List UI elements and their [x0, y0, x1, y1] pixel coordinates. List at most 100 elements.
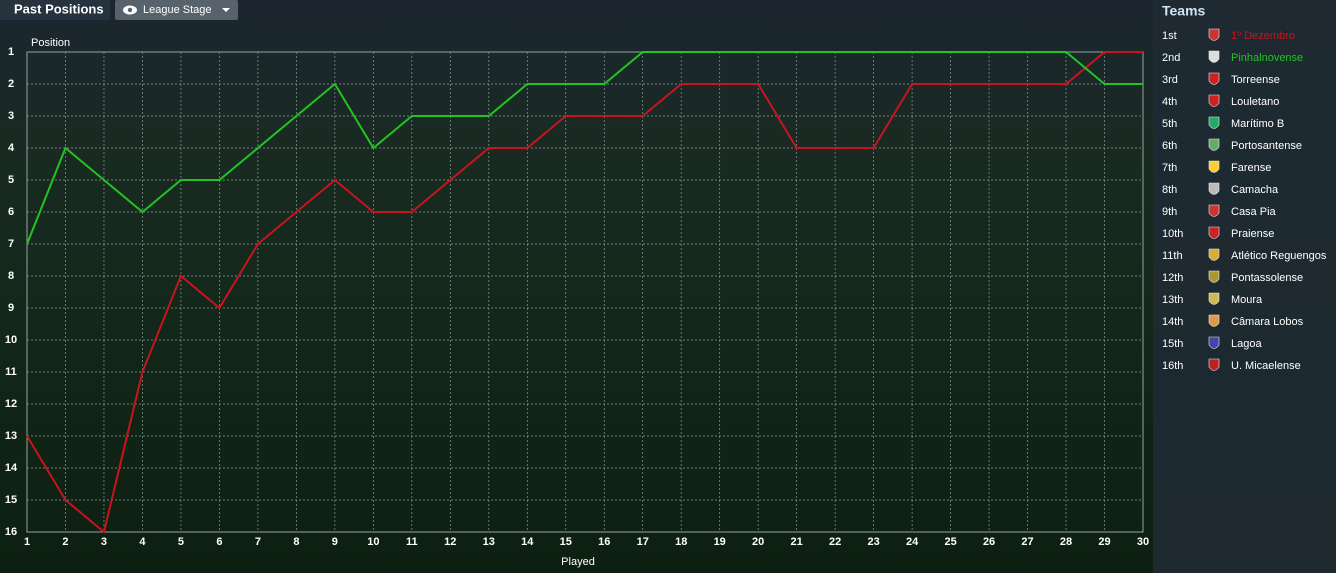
- y-tick-label: 1: [8, 46, 14, 58]
- x-tick-label: 14: [521, 536, 534, 548]
- team-rank: 5th: [1162, 118, 1177, 130]
- x-tick-label: 7: [255, 536, 261, 548]
- team-crest: [1208, 50, 1220, 63]
- team-name[interactable]: Louletano: [1231, 96, 1279, 108]
- y-tick-label: 12: [5, 398, 17, 410]
- team-name[interactable]: Moura: [1231, 294, 1263, 306]
- x-tick-label: 4: [139, 536, 146, 548]
- x-tick-label: 5: [178, 536, 184, 548]
- y-tick-label: 7: [8, 238, 14, 250]
- series-line: [26, 51, 1143, 245]
- x-tick-label: 18: [675, 536, 687, 548]
- team-crest: [1208, 336, 1220, 349]
- dropdown-label[interactable]: League Stage: [143, 4, 212, 16]
- team-crest: [1208, 94, 1220, 107]
- x-tick-label: 6: [216, 536, 222, 548]
- x-tick-label: 17: [637, 536, 649, 548]
- y-tick-label: 15: [5, 494, 17, 506]
- team-name[interactable]: Camacha: [1231, 184, 1279, 196]
- team-crest: [1208, 358, 1220, 371]
- team-rank: 16th: [1162, 360, 1183, 372]
- plot-frame: [26, 51, 1144, 533]
- dropdown-arrow: [222, 8, 230, 12]
- team-name[interactable]: Marítimo B: [1231, 118, 1284, 130]
- team-crest: [1208, 28, 1220, 41]
- team-name[interactable]: Pinhalnovense: [1231, 52, 1303, 64]
- team-rank: 8th: [1162, 184, 1177, 196]
- x-tick-label: 3: [101, 536, 107, 548]
- y-axis-label: Position: [31, 37, 70, 49]
- y-tick-label: 9: [8, 302, 14, 314]
- series-line: [26, 51, 1143, 534]
- team-crest: [1208, 72, 1220, 85]
- x-tick-label: 19: [714, 536, 726, 548]
- x-tick-label: 27: [1021, 536, 1033, 548]
- team-rank: 9th: [1162, 206, 1177, 218]
- team-name[interactable]: Lagoa: [1231, 338, 1262, 350]
- y-tick-label: 4: [8, 142, 15, 154]
- x-tick-label: 8: [293, 536, 299, 548]
- y-tick-label: 11: [5, 366, 17, 378]
- x-tick-label: 25: [944, 536, 956, 548]
- team-name[interactable]: Torreense: [1231, 74, 1280, 86]
- x-tick-label: 24: [906, 536, 919, 548]
- x-tick-label: 9: [332, 536, 338, 548]
- x-tick-label: 28: [1060, 536, 1072, 548]
- x-tick-label: 11: [406, 536, 418, 548]
- team-rank: 7th: [1162, 162, 1177, 174]
- team-name[interactable]: 1º Dezembro: [1231, 30, 1295, 42]
- team-name[interactable]: Câmara Lobos: [1231, 316, 1304, 328]
- team-name[interactable]: Pontassolense: [1231, 272, 1303, 284]
- team-rank: 1st: [1162, 30, 1177, 42]
- team-name[interactable]: Farense: [1231, 162, 1271, 174]
- team-crest: [1208, 138, 1220, 151]
- team-crest: [1208, 270, 1220, 283]
- x-tick-label: 10: [367, 536, 379, 548]
- team-rank: 2nd: [1162, 52, 1180, 64]
- team-name[interactable]: Praiense: [1231, 228, 1274, 240]
- team-rank: 6th: [1162, 140, 1177, 152]
- y-tick-label: 5: [8, 174, 14, 186]
- y-tick-label: 2: [8, 78, 14, 90]
- team-name[interactable]: Casa Pia: [1231, 206, 1277, 218]
- team-name[interactable]: Atlético Reguengos: [1231, 250, 1327, 262]
- x-tick-label: 2: [62, 536, 68, 548]
- team-name[interactable]: Portosantense: [1231, 140, 1302, 152]
- team-crest: [1208, 292, 1220, 305]
- team-rank: 12th: [1162, 272, 1183, 284]
- team-rank: 14th: [1162, 316, 1183, 328]
- team-crest: [1208, 204, 1220, 217]
- team-crest: [1208, 226, 1220, 239]
- team-crest: [1208, 248, 1220, 261]
- dropdown[interactable]: League Stage: [115, 0, 238, 20]
- team-rank: 3rd: [1162, 74, 1178, 86]
- team-rank: 13th: [1162, 294, 1183, 306]
- x-tick-label: 16: [598, 536, 610, 548]
- x-tick-label: 20: [752, 536, 764, 548]
- team-rank: 10th: [1162, 228, 1183, 240]
- x-tick-label: 29: [1098, 536, 1110, 548]
- x-tick-label: 22: [829, 536, 841, 548]
- dropdown-box[interactable]: [115, 0, 238, 20]
- team-rank: 4th: [1162, 96, 1177, 108]
- x-tick-label: 1: [24, 536, 30, 548]
- team-name[interactable]: U. Micaelense: [1231, 360, 1301, 372]
- x-tick-label: 21: [791, 536, 803, 548]
- title-bar: [0, 0, 110, 20]
- y-tick-label: 3: [8, 110, 14, 122]
- sidebar-title: Teams: [1162, 3, 1206, 19]
- y-tick-label: 6: [8, 206, 14, 218]
- y-tick-label: 14: [5, 462, 18, 474]
- team-rank: 11th: [1162, 250, 1183, 262]
- sidebar: [1153, 0, 1336, 573]
- y-tick-label: 10: [5, 334, 17, 346]
- x-tick-label: 12: [444, 536, 456, 548]
- team-crest: [1208, 182, 1220, 195]
- team-crest: [1208, 116, 1220, 129]
- y-tick-label: 13: [5, 430, 17, 442]
- x-tick-label: 26: [983, 536, 995, 548]
- x-tick-label: 13: [483, 536, 495, 548]
- team-crest: [1208, 160, 1220, 173]
